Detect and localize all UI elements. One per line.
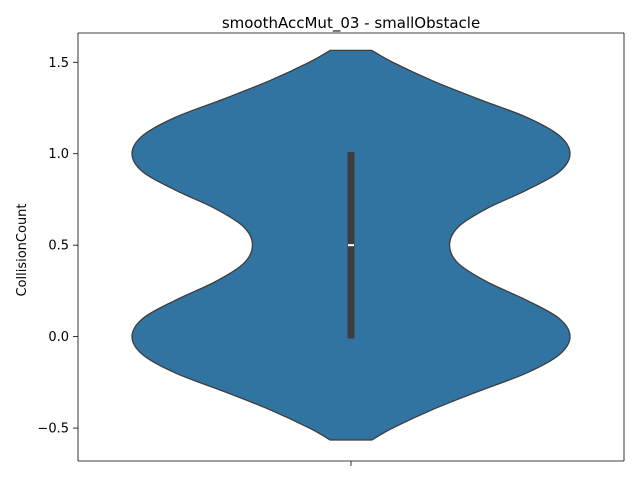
y-tick-label: 1.0 xyxy=(48,147,69,162)
y-tick-label: 0.0 xyxy=(48,330,69,345)
y-tick-label: −0.5 xyxy=(37,422,69,437)
chart-title: smoothAccMut_03 - smallObstacle xyxy=(222,14,480,33)
y-axis-ticks: −0.5 0.0 0.5 1.0 1.5 xyxy=(37,56,78,437)
y-tick-label: 1.5 xyxy=(48,56,69,71)
y-axis-label: CollisionCount xyxy=(15,203,30,296)
axes: −0.5 0.0 0.5 1.0 1.5 xyxy=(37,32,625,466)
plot-area xyxy=(131,49,571,441)
y-tick-label: 0.5 xyxy=(48,239,69,254)
